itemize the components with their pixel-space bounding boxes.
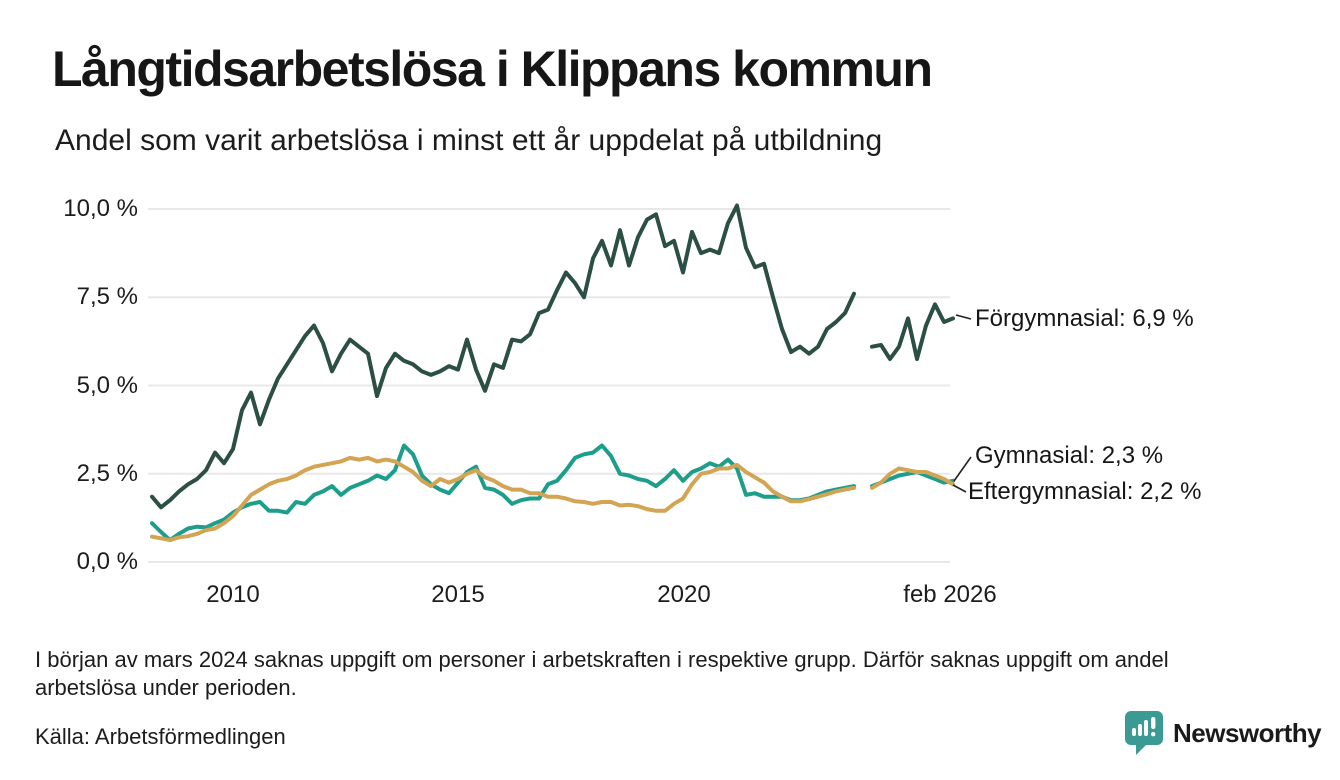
page-title: Långtidsarbetslösa i Klippans kommun [52, 41, 933, 97]
newsworthy-speech-bubble-chart-icon [1125, 711, 1163, 755]
y-tick-0: 0,0 % [76, 548, 138, 575]
series-lines [150, 203, 955, 543]
y-tick-10: 10,0 % [63, 195, 138, 222]
leader-line-gymnasial [953, 456, 972, 482]
y-tick-7-5: 7,5 % [76, 283, 138, 310]
y-tick-2-5: 2,5 % [76, 460, 138, 487]
x-tick-feb-2026: feb 2026 [903, 581, 997, 608]
footnote-text: I början av mars 2024 saknas uppgift om … [35, 647, 1169, 700]
x-tick-2020: 2020 [657, 581, 711, 608]
gridlines [148, 208, 950, 563]
x-tick-2010: 2010 [206, 581, 260, 608]
series-end-label-forgymnasial: Förgymnasial: 6,9 % [975, 305, 1194, 332]
series-end-label-eftergymnasial: Eftergymnasial: 2,2 % [968, 478, 1202, 505]
series-line-eftergymnasial [150, 455, 955, 543]
page-subtitle: Andel som varit arbetslösa i minst ett å… [55, 124, 883, 157]
source-text: Källa: Arbetsförmedlingen [35, 724, 286, 749]
brand-logo: Newsworthy [1124, 710, 1322, 756]
y-tick-5: 5,0 % [76, 372, 138, 399]
x-tick-2015: 2015 [431, 581, 485, 608]
annotation-leader-lines [952, 314, 972, 493]
series-end-label-gymnasial: Gymnasial: 2,3 % [975, 442, 1164, 469]
leader-line-eftergymnasial [952, 484, 967, 493]
leader-line-forgymnasial [955, 314, 972, 320]
brand-name: Newsworthy [1173, 717, 1322, 748]
series-line-förgymnasial [150, 203, 955, 510]
